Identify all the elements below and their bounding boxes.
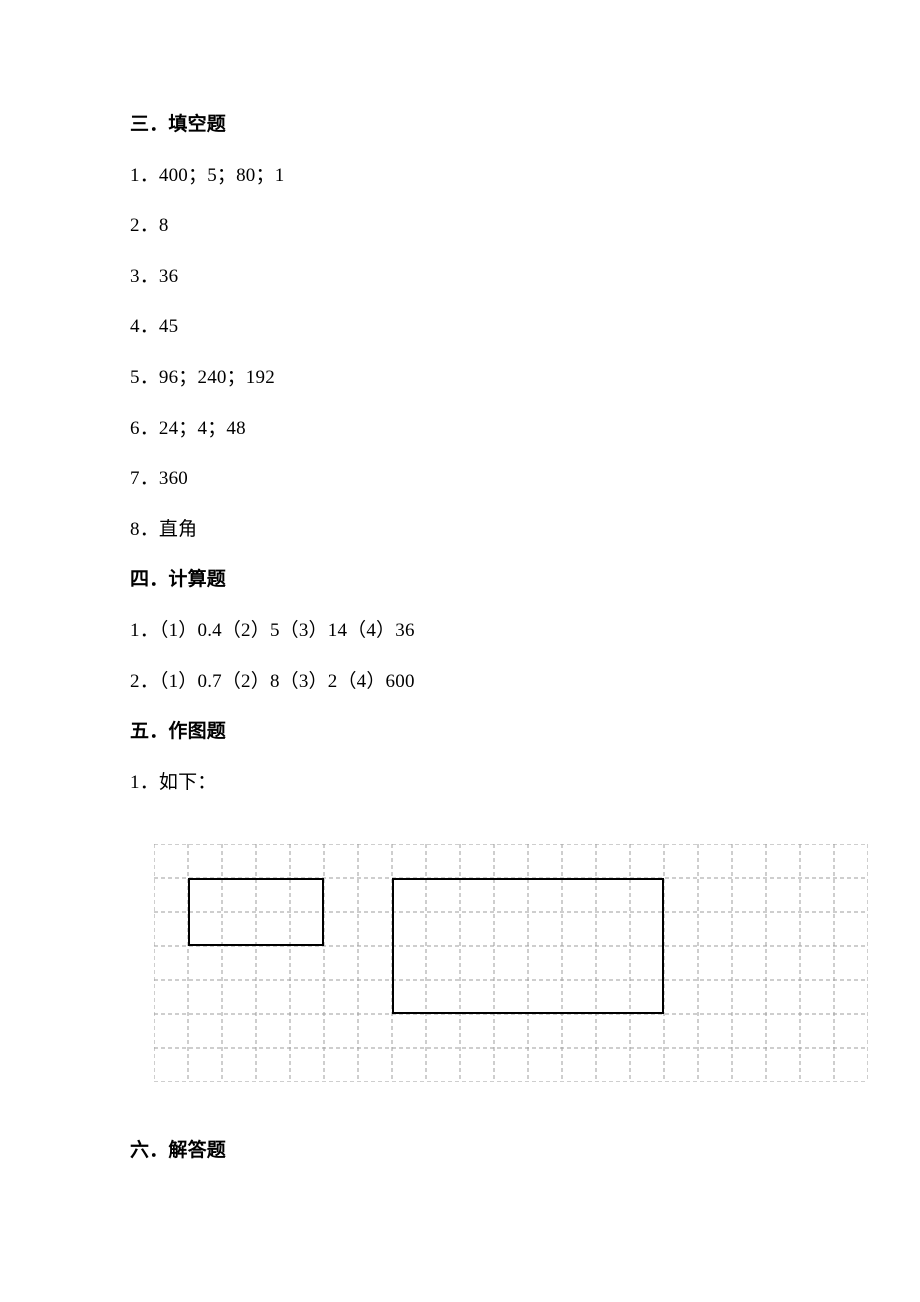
figure-container: [154, 844, 790, 1082]
drawn-rect-2: [392, 878, 664, 1014]
section4-item-2: 2．（1）0.7（2）8（3）2（4）600: [130, 669, 790, 696]
grid: [154, 844, 868, 1082]
drawn-rect-1: [188, 878, 324, 946]
section4-heading: 四．计算题: [130, 567, 790, 594]
section3-item-5: 5．96；240；192: [130, 365, 790, 392]
section3-item-6: 6．24；4；48: [130, 416, 790, 443]
section6-heading: 六．解答题: [130, 1138, 790, 1165]
section3-item-3: 3．36: [130, 264, 790, 291]
section3-item-1: 1．400；5；80；1: [130, 163, 790, 190]
section3-item-4: 4．45: [130, 314, 790, 341]
page: 三．填空题 1．400；5；80；1 2．8 3．36 4．45 5．96；24…: [0, 0, 920, 1302]
section5-heading: 五．作图题: [130, 719, 790, 746]
section3-item-7: 7．360: [130, 466, 790, 493]
section3-heading: 三．填空题: [130, 112, 790, 139]
section3-item-8: 8．直角: [130, 517, 790, 544]
section5-intro: 1．如下：: [130, 770, 790, 797]
section3-item-2: 2．8: [130, 213, 790, 240]
section4-item-1: 1．（1）0.4（2）5（3）14（4）36: [130, 618, 790, 645]
